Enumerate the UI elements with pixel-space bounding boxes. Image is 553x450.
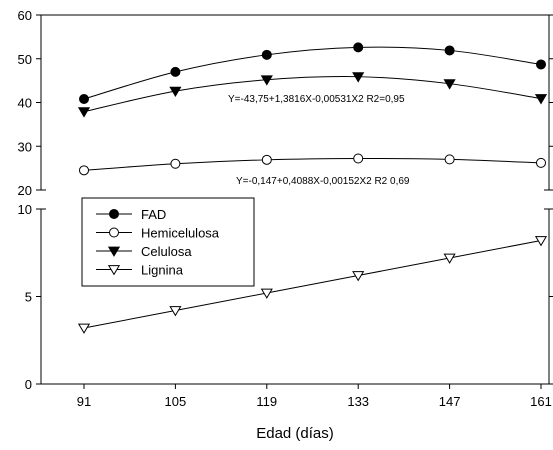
y-tick-label: 60 bbox=[18, 8, 32, 23]
data-point-hemicelulosa bbox=[79, 165, 89, 176]
data-point-lignina bbox=[352, 271, 365, 282]
data-point-hemicelulosa bbox=[444, 154, 455, 165]
y-tick-label: 10 bbox=[18, 202, 32, 217]
annotations: Y=-43,75+1,3816X-0,00531X2 R2=0,95 Y=-0,… bbox=[228, 94, 410, 187]
x-tick-label: 105 bbox=[165, 394, 187, 409]
y-tick-label: 5 bbox=[25, 290, 32, 305]
series-lines bbox=[83, 46, 542, 329]
data-point-fad bbox=[261, 49, 272, 60]
equation-annotation-2: Y=-0,147+0,4088X-0,00152X2 R2 0,69 bbox=[236, 176, 410, 187]
data-point-celulosa bbox=[260, 75, 273, 86]
data-point-celulosa bbox=[352, 72, 365, 83]
series-line-lignina bbox=[83, 240, 542, 329]
data-point-hemicelulosa bbox=[170, 158, 181, 169]
data-point-hemicelulosa bbox=[536, 157, 546, 168]
data-point-fad bbox=[444, 45, 455, 56]
data-point-hemicelulosa bbox=[353, 153, 364, 164]
data-point-lignina bbox=[77, 323, 91, 334]
legend-label: Lignina bbox=[141, 263, 184, 278]
data-point-lignina bbox=[443, 253, 456, 264]
data-point-fad bbox=[79, 94, 89, 104]
data-point-celulosa bbox=[443, 79, 456, 90]
y-tick-label: 40 bbox=[18, 96, 32, 111]
y-tick-label: 20 bbox=[18, 183, 32, 198]
x-tick-label: 91 bbox=[77, 394, 91, 409]
x-tick-label: 133 bbox=[347, 394, 369, 409]
y-tick-label: 50 bbox=[18, 52, 32, 67]
data-point-lignina bbox=[169, 306, 182, 317]
legend-label: Celulosa bbox=[141, 244, 192, 259]
data-point-lignina bbox=[260, 288, 273, 299]
data-point-lignina bbox=[534, 236, 548, 247]
series-markers bbox=[77, 42, 548, 334]
legend-marker-hemicelulosa bbox=[109, 227, 119, 238]
legend-label: FAD bbox=[141, 207, 166, 222]
legend-marker-celulosa bbox=[107, 246, 121, 257]
y-tick-label: 30 bbox=[18, 139, 32, 154]
series-line-celulosa bbox=[83, 76, 542, 113]
legend-label: Hemicelulosa bbox=[141, 226, 220, 241]
y-tick-label: 0 bbox=[25, 377, 32, 392]
equation-annotation-1: Y=-43,75+1,3816X-0,00531X2 R2=0,95 bbox=[228, 94, 405, 105]
data-point-fad bbox=[353, 42, 364, 53]
x-tick-label: 161 bbox=[530, 394, 552, 409]
x-axis-label: Edad (días) bbox=[256, 425, 334, 442]
axis-ticks: 20 30 40 50 60 0 5 10 91 105 119 133 147 161 bbox=[18, 8, 553, 409]
data-point-fad bbox=[536, 59, 546, 70]
data-point-celulosa bbox=[534, 94, 548, 105]
series-line-fad bbox=[83, 46, 542, 100]
data-point-hemicelulosa bbox=[261, 154, 272, 165]
data-point-celulosa bbox=[77, 107, 91, 118]
data-point-fad bbox=[170, 66, 181, 77]
x-tick-label: 147 bbox=[439, 394, 461, 409]
legend: FAD Hemicelulosa Celulosa Lignina bbox=[81, 197, 255, 287]
data-point-celulosa bbox=[169, 86, 182, 98]
legend-marker-fad bbox=[109, 209, 119, 219]
legend-marker-lignina bbox=[107, 265, 121, 276]
series-line-hemicelulosa bbox=[83, 157, 542, 171]
x-tick-label: 119 bbox=[256, 394, 277, 409]
